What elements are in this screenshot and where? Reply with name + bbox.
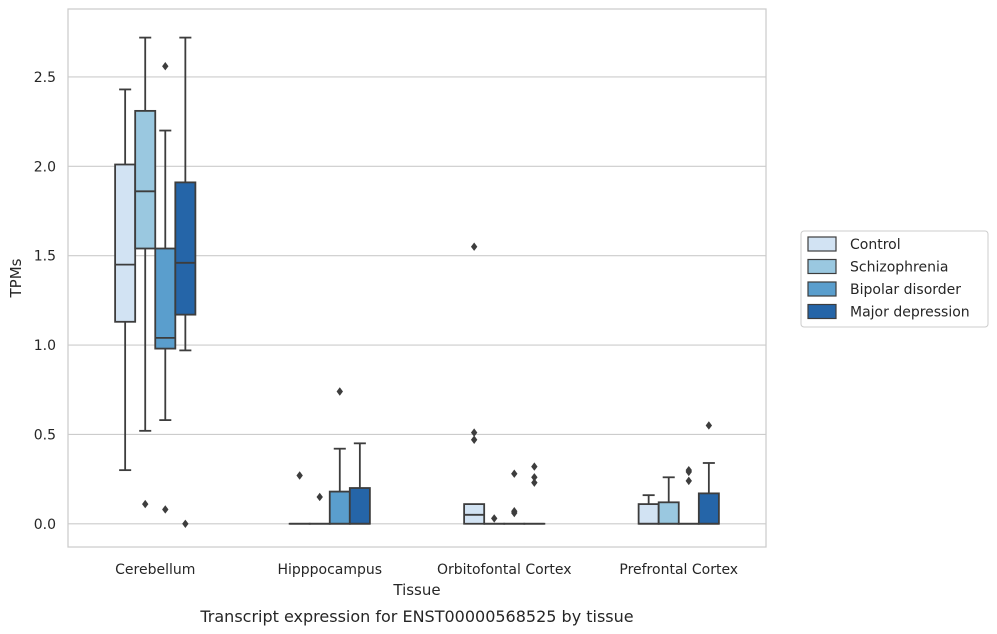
y-tick-label: 2.5 [34,70,56,86]
box-group [483,514,506,525]
legend-item-label: Schizophrenia [850,260,948,276]
outlier-point [511,507,518,516]
legend-item-label: Bipolar disorder [850,282,961,298]
outlier-point [142,499,149,509]
box-group [677,465,700,525]
outlier-point [470,435,478,444]
box-group [308,492,331,525]
outlier-point [705,421,713,430]
x-tick-label: Hipppocampus [277,562,382,578]
box-group [348,442,371,525]
legend-item-label: Major depression [850,305,970,321]
legend-item-label: Control [850,237,901,253]
outlier-point [511,469,518,478]
box [114,163,137,323]
y-tick-label: 1.0 [34,338,56,354]
outlier-point [531,473,538,482]
legend: Control Schizophrenia Bipolar disorder Majo… [800,230,989,328]
outlier-point [470,242,478,251]
box-group [328,387,351,525]
box-group [657,476,680,525]
outlier-point [162,61,169,71]
outlier-point [470,428,478,437]
legend-swatch [807,281,837,297]
box-group [697,421,720,525]
outlier-point [162,505,169,514]
box-group [154,61,177,514]
outlier-point [531,478,538,487]
plot-frame [67,8,767,548]
tick-layer: 0.0 0.5 1.0 1.5 2.0 2.5 Cerebellum Hipppocampus… [34,70,738,578]
outlier-point [336,387,343,396]
outlier-point [491,514,498,523]
box [328,490,351,525]
chart-caption: Transcript expression for ENST0000056852… [199,607,633,626]
box [154,247,177,350]
box-group [463,242,486,525]
outlier-point [316,492,323,502]
y-axis-label: TPMs [7,258,25,298]
box-group [523,462,546,525]
box-group [637,494,660,525]
y-tick-label: 2.0 [34,159,56,175]
outlier-point [182,519,189,528]
x-tick-label: Orbitofontal Cortex [437,562,572,578]
box-layer [114,36,720,528]
box-group [114,88,137,472]
box-group [503,469,526,525]
legend-swatch [807,303,837,320]
box [134,109,157,250]
box [348,487,371,525]
y-tick-label: 1.5 [34,249,56,265]
box [657,501,680,525]
x-tick-label: Prefrontal Cortex [619,562,738,578]
outlier-point [685,465,692,475]
box-group [174,36,197,528]
x-tick-label: Cerebellum [115,562,195,578]
box [174,181,197,316]
x-axis-label: Tissue [392,581,440,599]
legend-swatch [807,236,837,252]
outlier-point [531,462,538,471]
outlier-point [296,471,303,480]
y-tick-label: 0.5 [34,427,56,443]
legend-frame [800,230,989,328]
box [637,503,660,525]
box-group [134,36,157,509]
legend-swatch [807,258,837,275]
y-tick-label: 0.0 [34,517,56,533]
box-group [288,471,311,525]
box [697,492,720,525]
outlier-point [685,476,692,486]
